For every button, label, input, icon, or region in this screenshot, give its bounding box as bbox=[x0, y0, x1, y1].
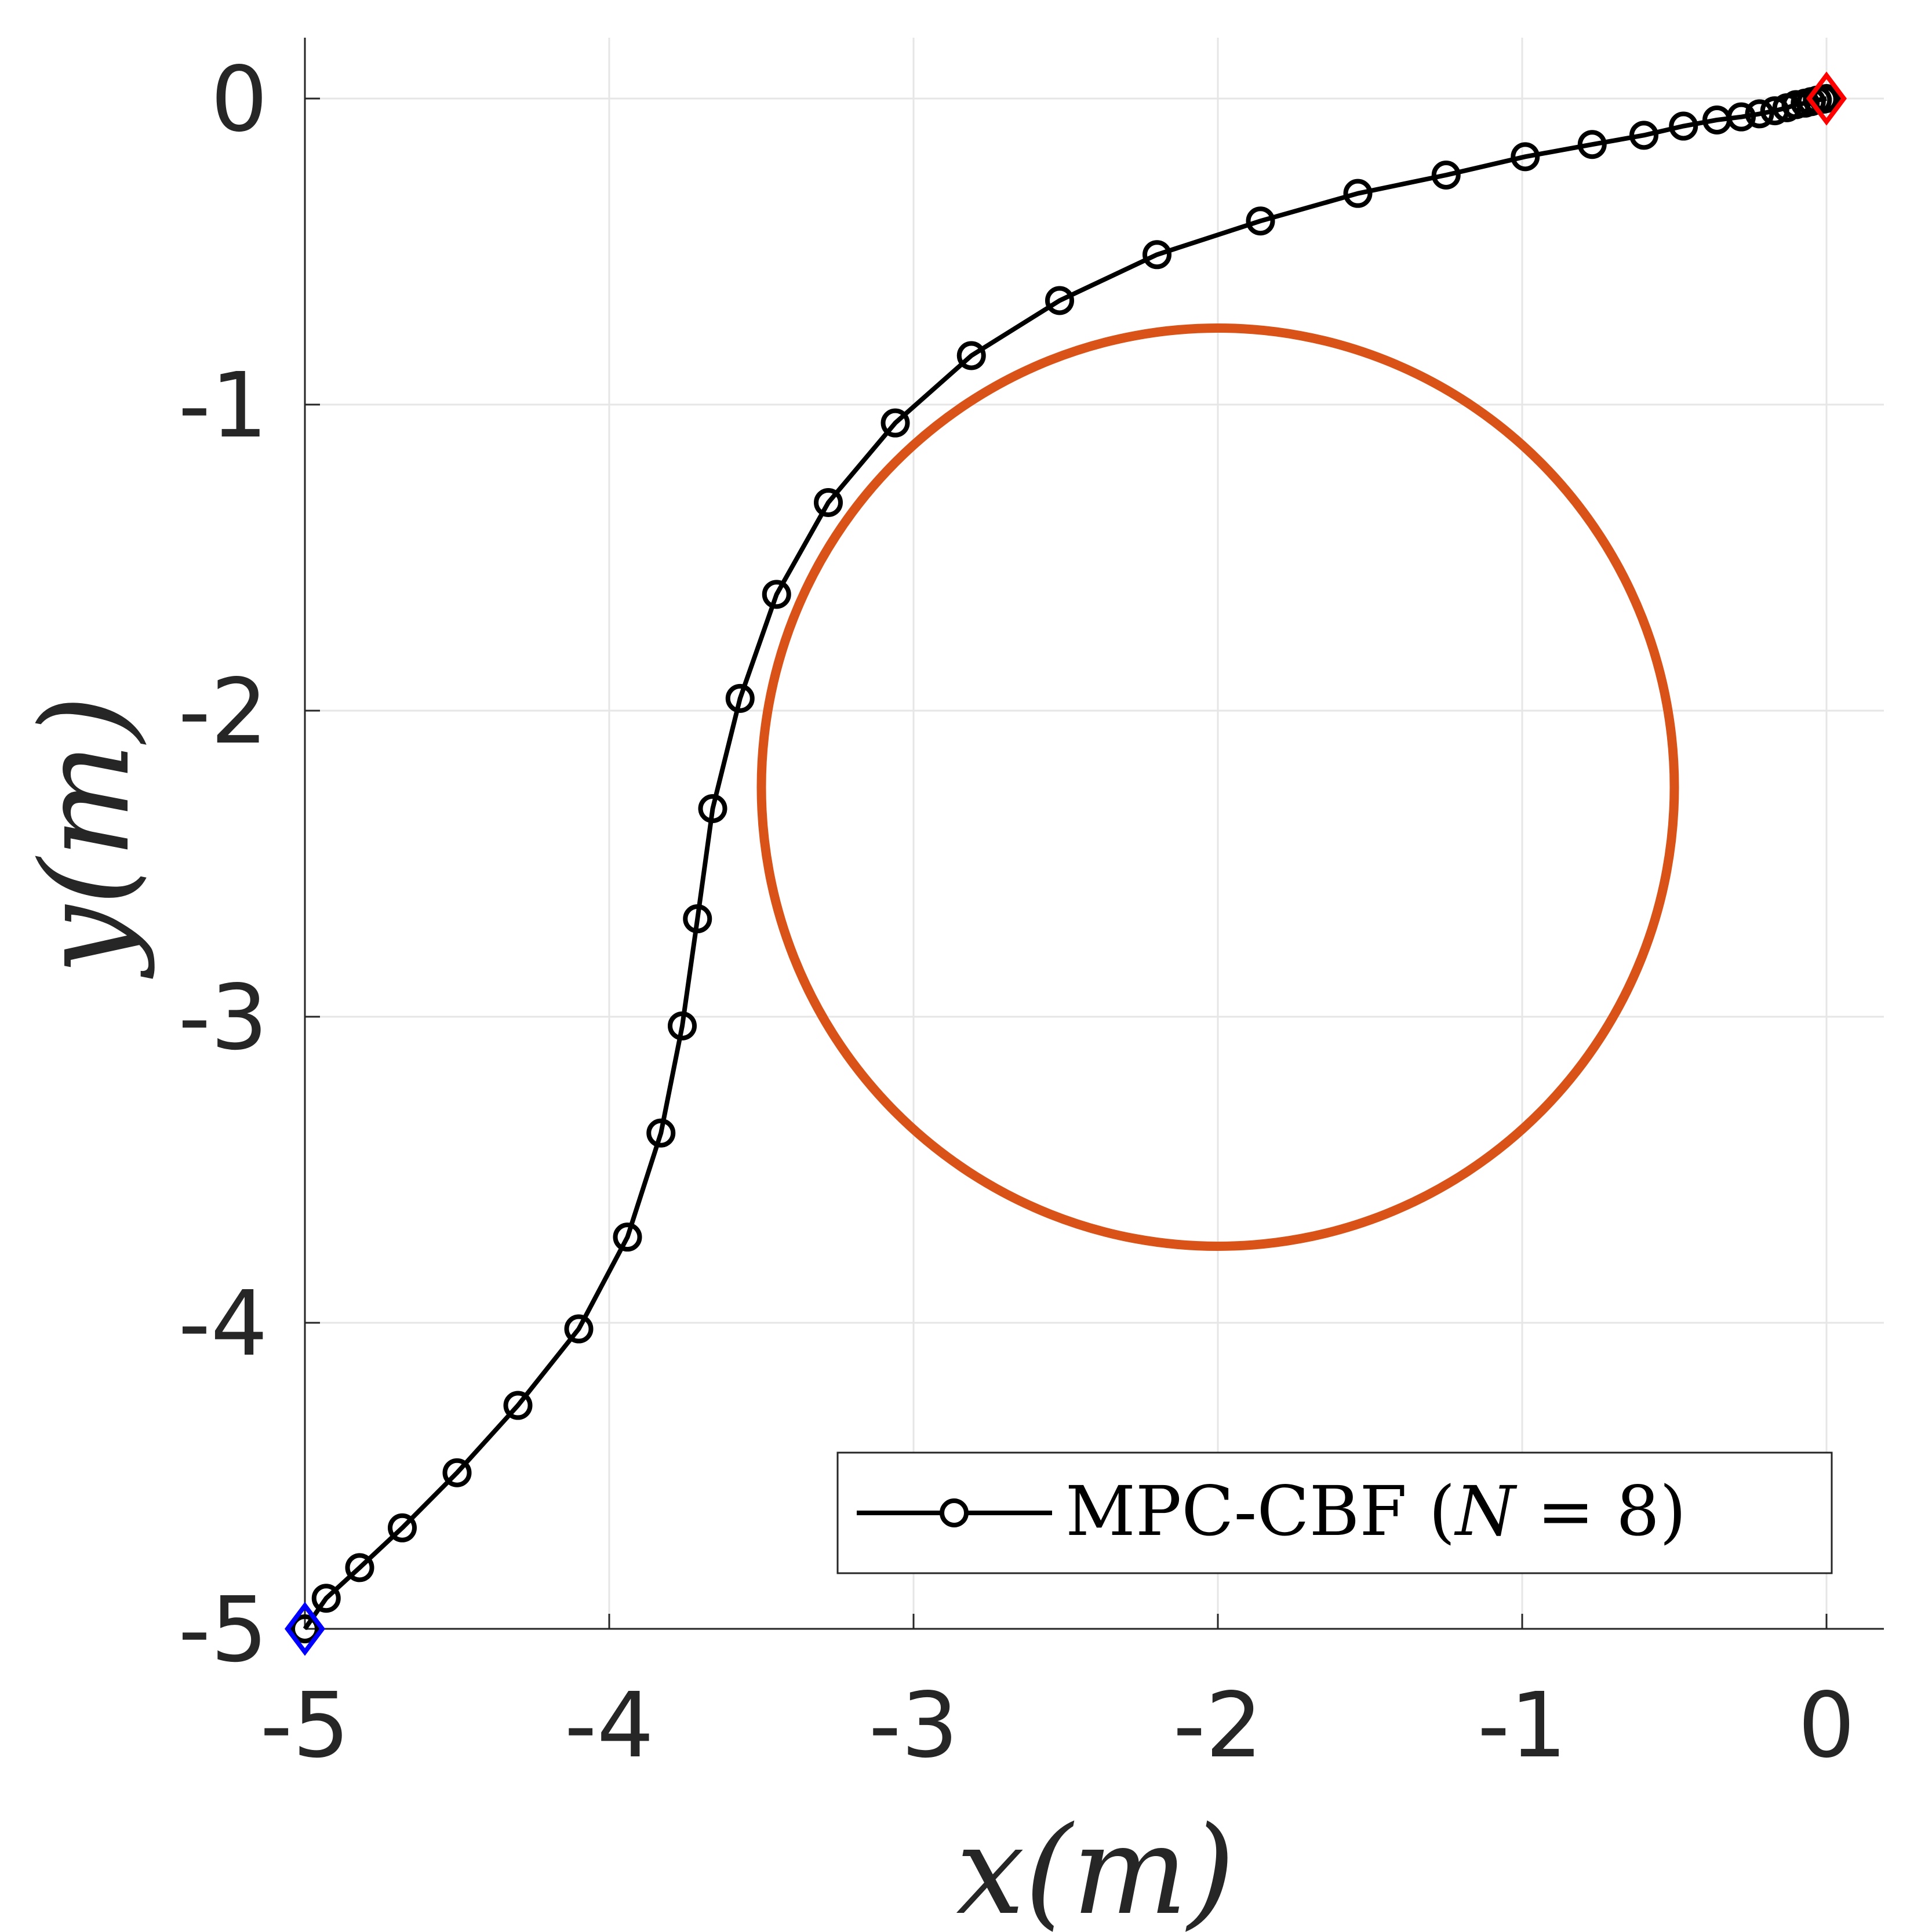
trajectory-point bbox=[1577, 130, 1607, 159]
x-tick-label: -3 bbox=[869, 1673, 959, 1778]
x-tick-label: -2 bbox=[1173, 1673, 1263, 1778]
trajectory-point bbox=[956, 341, 986, 370]
legend-label-paren: ( bbox=[1429, 1471, 1456, 1551]
trajectory-point bbox=[698, 794, 727, 823]
tick-labels: -5 -4 -3 -2 -1 0 -5 -4 -3 -2 -1 0 bbox=[178, 47, 1855, 1778]
trajectory-point bbox=[345, 1553, 374, 1582]
trajectory-point bbox=[1745, 99, 1774, 129]
trajectory-point bbox=[1246, 206, 1275, 236]
trajectory-point bbox=[725, 683, 755, 713]
trajectory-point bbox=[683, 904, 712, 934]
legend-marker-sample bbox=[940, 1498, 969, 1527]
legend-label-rest: = 8) bbox=[1515, 1471, 1686, 1551]
obstacle-layer bbox=[756, 323, 1679, 1251]
trajectory-point bbox=[1812, 84, 1841, 113]
trajectory-point bbox=[1727, 102, 1756, 132]
trajectory-point bbox=[1511, 142, 1540, 172]
trajectory-point bbox=[503, 1391, 533, 1420]
y-tick-label: -2 bbox=[178, 659, 268, 764]
trajectory-point bbox=[442, 1458, 472, 1487]
trajectory-point bbox=[1143, 240, 1171, 270]
x-axis-title: x(m) bbox=[956, 1800, 1235, 1932]
x-tick-label: -4 bbox=[565, 1673, 654, 1778]
trajectory-point bbox=[613, 1222, 642, 1252]
axes bbox=[304, 38, 1884, 1630]
legend-label-var: N bbox=[1454, 1471, 1518, 1551]
start-marker-diamond bbox=[285, 1602, 325, 1656]
legend-label: MPC-CBF (N = 8) bbox=[1065, 1471, 1686, 1551]
endpoint-markers bbox=[285, 71, 1847, 1656]
trajectory-point bbox=[1702, 105, 1731, 134]
x-tick-label: -5 bbox=[260, 1673, 350, 1778]
trajectory-point bbox=[1431, 161, 1461, 190]
obstacle-circle bbox=[756, 323, 1679, 1251]
trajectory-point bbox=[564, 1314, 594, 1344]
y-tick-label: -4 bbox=[178, 1271, 268, 1376]
x-tick-label: 0 bbox=[1798, 1673, 1855, 1778]
trajectory-point bbox=[290, 1614, 319, 1643]
trajectory-point bbox=[1343, 179, 1373, 208]
y-tick-label: 0 bbox=[210, 47, 268, 152]
legend: MPC-CBF (N = 8) bbox=[836, 1451, 1833, 1574]
y-axis-title: y(m) bbox=[14, 695, 157, 979]
x-tick-label: -1 bbox=[1478, 1673, 1567, 1778]
trajectory-point bbox=[646, 1118, 676, 1148]
trajectory-point bbox=[881, 408, 910, 438]
trajectory-point bbox=[762, 580, 791, 609]
trajectory-point bbox=[814, 487, 843, 517]
trajectory-point bbox=[1669, 111, 1698, 141]
y-tick-label: -3 bbox=[178, 965, 268, 1070]
trajectory-point bbox=[1629, 121, 1658, 150]
series-layer bbox=[290, 84, 1841, 1643]
y-tick-label: -1 bbox=[178, 353, 268, 458]
trajectory-point bbox=[668, 1011, 697, 1040]
y-tick-label: -5 bbox=[178, 1577, 268, 1682]
trajectory-point bbox=[1045, 286, 1074, 315]
goal-marker-diamond bbox=[1806, 71, 1847, 126]
legend-label-main: MPC-CBF bbox=[1065, 1471, 1429, 1551]
trajectory-point bbox=[388, 1513, 417, 1542]
trajectory-point bbox=[311, 1584, 341, 1613]
